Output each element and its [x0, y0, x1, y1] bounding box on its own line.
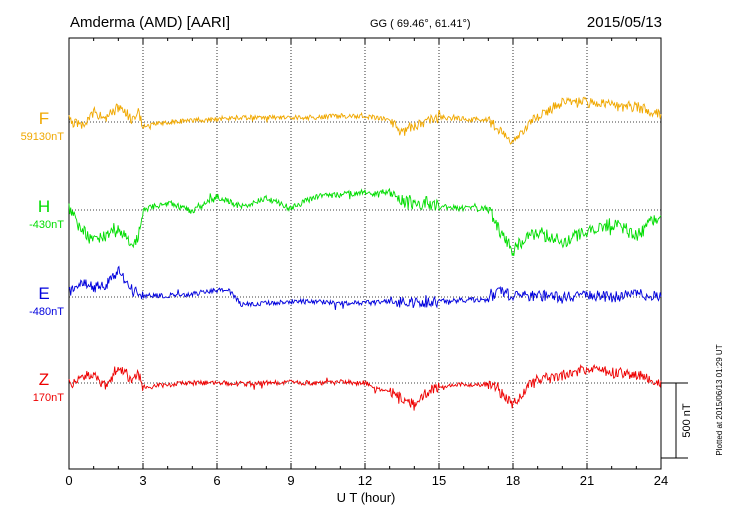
series-line-H: [68, 187, 662, 257]
scale-bar-label: 500 nT: [681, 403, 693, 438]
series-name-H: H: [38, 197, 50, 216]
series-line-Z: [68, 363, 662, 411]
series-baseline-Z: 170nT: [33, 392, 64, 404]
x-tick-label: 9: [287, 473, 294, 488]
series-labels: F 59130nT H -430nT E -480nT Z 170nT: [21, 109, 65, 404]
x-tick-label: 6: [213, 473, 220, 488]
series-name-E: E: [38, 284, 49, 303]
series-name-F: F: [39, 109, 49, 128]
series-baseline-H: -430nT: [29, 219, 64, 231]
x-axis-ticks: 0 3 6 9 12 15 18 21 24: [65, 38, 668, 488]
x-tick-label: 24: [654, 473, 668, 488]
x-tick-label: 21: [580, 473, 594, 488]
station-title: Amderma (AMD) [AARI]: [70, 14, 230, 31]
series-line-E: [68, 265, 662, 310]
plotted-timestamp: Plotted at 2015/06/13 01:29 UT: [715, 344, 724, 455]
coordinates-label: GG ( 69.46°, 61.41°): [370, 18, 471, 30]
x-tick-label: 3: [139, 473, 146, 488]
series-name-Z: Z: [39, 370, 49, 389]
series-baseline-F: 59130nT: [21, 131, 65, 143]
x-tick-label: 15: [432, 473, 446, 488]
x-axis-label: U T (hour): [337, 490, 396, 505]
series-baseline-E: -480nT: [29, 306, 64, 318]
series-lines: [68, 96, 662, 411]
scale-bar: 500 nT: [661, 382, 693, 459]
x-tick-label: 12: [358, 473, 372, 488]
x-tick-label: 18: [506, 473, 520, 488]
series-line-F: [68, 96, 662, 145]
date-label: 2015/05/13: [587, 14, 662, 31]
x-tick-label: 0: [65, 473, 72, 488]
